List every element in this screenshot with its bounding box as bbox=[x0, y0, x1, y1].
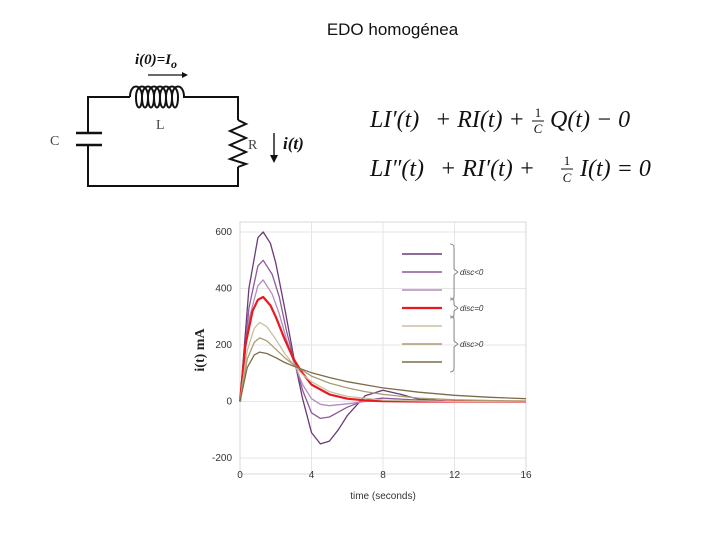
equation-1: LI′(t) + RI(t) + 1 C Q(t) − 0 bbox=[369, 105, 630, 136]
initial-current-arrowhead bbox=[182, 72, 188, 78]
legend-brace-1 bbox=[449, 243, 459, 301]
eq1-fraction-numerator: 1 bbox=[535, 105, 542, 120]
slide-title-text: EDO homogénea bbox=[326, 20, 459, 39]
chart-series bbox=[238, 231, 527, 445]
y-tick-label: 600 bbox=[215, 227, 232, 238]
eq1-term-2: + RI(t) + bbox=[435, 107, 525, 133]
series-line-1 bbox=[239, 231, 526, 445]
rlc-circuit-diagram: i(0)=Io L C R i(t) bbox=[50, 52, 304, 187]
slide-title: EDO homogénea bbox=[0, 20, 720, 40]
series-line-6 bbox=[239, 337, 527, 402]
plot-frame bbox=[239, 221, 527, 475]
series-line-4 bbox=[238, 295, 526, 403]
eq1-term-3: Q(t) − 0 bbox=[550, 107, 630, 133]
eq2-term-1: LI″(t) bbox=[369, 156, 424, 182]
y-tick-label: 200 bbox=[215, 340, 232, 351]
eq2-term-2: + RI′(t) + bbox=[440, 156, 535, 182]
x-axis-label: time (seconds) bbox=[350, 491, 416, 502]
initial-current-subscript: o bbox=[171, 57, 177, 71]
inductor-label: L bbox=[156, 118, 165, 133]
current-label: i(t) bbox=[283, 134, 304, 153]
eq2-fraction-denominator: C bbox=[563, 170, 572, 185]
resistor bbox=[227, 119, 250, 168]
eq2-fraction-numerator: 1 bbox=[564, 153, 571, 168]
resistor-label: R bbox=[248, 138, 258, 153]
x-tick-label: 8 bbox=[380, 470, 386, 481]
legend-brace-2 bbox=[449, 297, 459, 319]
y-axis-label: i(t) mA bbox=[193, 328, 208, 372]
legend-group-label: disc>0 bbox=[460, 340, 484, 349]
x-tick-label: 12 bbox=[449, 470, 461, 481]
legend-group-label: disc<0 bbox=[460, 268, 484, 277]
y-tick-label: 0 bbox=[226, 397, 232, 408]
series-line-5 bbox=[239, 321, 526, 403]
current-response-chart: -200 0 200 400 600 0 4 8 12 16 disc<0 disc=0 disc>0… bbox=[193, 221, 532, 502]
circuit-wires bbox=[87, 96, 239, 187]
eq1-term-1: LI′(t) bbox=[369, 107, 419, 133]
y-tick-label: -200 bbox=[212, 453, 232, 464]
capacitor-label: C bbox=[50, 134, 59, 149]
series-line-2 bbox=[239, 259, 526, 420]
eq1-fraction-denominator: C bbox=[534, 121, 543, 136]
chart-legend: disc<0 disc=0 disc>0 bbox=[402, 243, 484, 373]
series-line-7 bbox=[239, 351, 527, 402]
equation-2: LI″(t) + RI′(t) + 1 C I(t) = 0 bbox=[369, 153, 651, 185]
x-tick-label: 4 bbox=[309, 470, 315, 481]
x-tick-label: 16 bbox=[520, 470, 532, 481]
legend-brace-3 bbox=[449, 315, 459, 373]
eq2-term-3: I(t) = 0 bbox=[579, 156, 651, 182]
legend-group-label: disc=0 bbox=[460, 304, 484, 313]
current-arrowhead bbox=[270, 155, 278, 163]
y-tick-label: 400 bbox=[215, 284, 232, 295]
x-tick-label: 0 bbox=[237, 470, 243, 481]
capacitor bbox=[76, 131, 102, 147]
ode-equations: LI′(t) + RI(t) + 1 C Q(t) − 0 LI″(t) + R… bbox=[369, 105, 651, 185]
chart-ticks: -200 0 200 400 600 0 4 8 12 16 bbox=[212, 227, 532, 481]
initial-current-label: i(0)=Io bbox=[135, 52, 177, 71]
inductor bbox=[129, 85, 190, 109]
